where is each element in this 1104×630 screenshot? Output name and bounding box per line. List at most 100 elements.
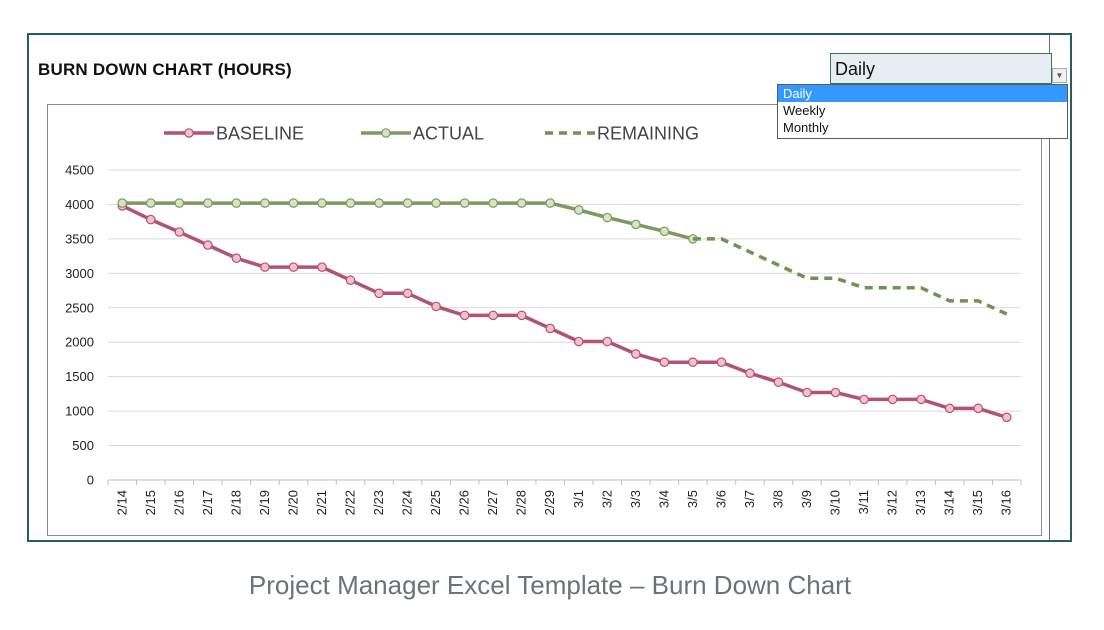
period-select[interactable]: Daily [830, 53, 1052, 84]
legend-label-actual: ACTUAL [413, 124, 484, 144]
x-tick-label: 3/7 [742, 490, 757, 508]
chart-title: BURN DOWN CHART (HOURS) [38, 60, 292, 79]
data-point-actual [145, 198, 156, 208]
x-tick-label: 2/17 [200, 490, 215, 515]
x-tick-label: 3/9 [799, 490, 814, 508]
data-point-baseline [516, 310, 527, 321]
legend-label-baseline: BASELINE [216, 124, 304, 144]
data-point-baseline [716, 357, 727, 368]
data-point-baseline [973, 403, 984, 414]
x-tick-label: 3/6 [713, 490, 728, 508]
data-point-actual [260, 198, 270, 208]
data-point-baseline [431, 301, 441, 312]
x-tick-label: 3/13 [913, 490, 928, 515]
data-point-actual [631, 219, 641, 230]
dropdown-option-daily[interactable]: Daily [778, 85, 1067, 102]
y-tick-label: 4500 [65, 163, 94, 178]
x-tick-label: 2/27 [485, 490, 500, 515]
dropdown-option-monthly[interactable]: Monthly [783, 120, 829, 135]
x-tick-label: 2/28 [514, 490, 529, 515]
data-point-baseline [260, 262, 270, 272]
data-point-baseline [545, 323, 556, 334]
data-point-actual [573, 205, 584, 215]
data-point-baseline [174, 227, 185, 237]
y-tick-label: 4000 [65, 197, 94, 212]
data-point-baseline [231, 253, 242, 263]
x-tick-label: 2/18 [228, 490, 243, 515]
data-point-actual [374, 198, 384, 208]
y-tick-label: 0 [87, 473, 94, 488]
x-tick-label: 2/29 [542, 490, 557, 515]
data-point-baseline [1001, 412, 1012, 423]
data-point-actual [317, 198, 327, 208]
data-point-baseline [631, 349, 641, 359]
data-point-baseline [459, 310, 470, 321]
data-point-baseline [402, 288, 413, 299]
x-tick-label: 3/14 [942, 490, 957, 515]
data-point-baseline [145, 214, 156, 225]
data-point-actual [174, 198, 185, 208]
chart-area: 0 500 1000 1500 2000 2500 3000 3500 4000 4500 2/14… [47, 104, 1042, 536]
x-tick-label: 3/4 [656, 490, 671, 508]
data-point-actual [345, 198, 356, 208]
data-point-baseline [830, 387, 841, 398]
y-tick-label: 1500 [65, 369, 94, 384]
y-tick-label: 500 [72, 438, 94, 453]
x-tick-label: 2/14 [114, 490, 129, 515]
x-tick-label: 2/20 [285, 490, 300, 515]
data-point-baseline [317, 262, 327, 272]
data-point-baseline [288, 262, 299, 272]
y-tick-label: 2000 [65, 335, 94, 350]
x-tick-label: 2/15 [143, 490, 158, 515]
legend-marker-actual [381, 128, 391, 138]
x-tick-label: 3/11 [856, 490, 871, 514]
dropdown-option-weekly[interactable]: Weekly [783, 103, 826, 118]
legend-marker-baseline [184, 128, 194, 138]
data-point-baseline [802, 387, 812, 398]
data-point-actual [516, 198, 527, 208]
data-point-baseline [659, 357, 670, 368]
x-tick-label: 2/19 [257, 490, 272, 515]
data-point-actual [659, 226, 670, 237]
y-tick-label: 1000 [65, 404, 94, 419]
x-tick-label: 2/22 [343, 490, 358, 515]
data-point-baseline [944, 403, 955, 414]
series-line-remaining [692, 237, 1008, 316]
data-point-baseline [203, 240, 213, 250]
legend-label-remaining: REMAINING [597, 124, 699, 144]
data-point-baseline [488, 310, 498, 321]
data-point-baseline [345, 275, 356, 286]
x-tick-label: 3/15 [970, 490, 985, 515]
dropdown-arrow-icon[interactable]: ▼ [1052, 68, 1067, 83]
data-point-baseline [688, 357, 698, 368]
y-tick-label: 3000 [65, 266, 94, 281]
data-point-actual [431, 198, 441, 208]
x-tick-label: 2/23 [371, 490, 386, 515]
y-tick-label: 3500 [65, 231, 94, 246]
x-tick-label: 2/24 [400, 490, 415, 515]
data-point-actual [288, 198, 299, 208]
x-tick-label: 2/21 [314, 490, 329, 515]
x-tick-label: 3/5 [685, 490, 700, 508]
data-point-baseline [887, 394, 898, 405]
x-tick-label: 3/8 [770, 490, 785, 508]
data-point-actual [402, 198, 413, 208]
image-caption: Project Manager Excel Template – Burn Do… [248, 570, 852, 600]
x-tick-label: 3/10 [828, 490, 843, 515]
data-point-actual [459, 198, 470, 208]
x-tick-label: 3/12 [885, 490, 900, 515]
frame-divider [1049, 35, 1050, 540]
series-line-baseline [121, 204, 1008, 419]
x-tick-label: 2/26 [457, 490, 472, 515]
x-tick-label: 3/2 [599, 490, 614, 508]
x-tick-label: 3/3 [628, 490, 643, 508]
data-point-baseline [573, 336, 584, 347]
y-tick-label: 2500 [65, 300, 94, 315]
x-tick-label: 2/25 [428, 490, 443, 515]
data-point-actual [488, 198, 498, 208]
data-point-actual [545, 198, 556, 208]
data-point-baseline [602, 336, 613, 347]
data-point-actual [117, 198, 128, 208]
period-dropdown-list: Daily Weekly Monthly [777, 84, 1068, 139]
data-point-baseline [745, 368, 755, 379]
